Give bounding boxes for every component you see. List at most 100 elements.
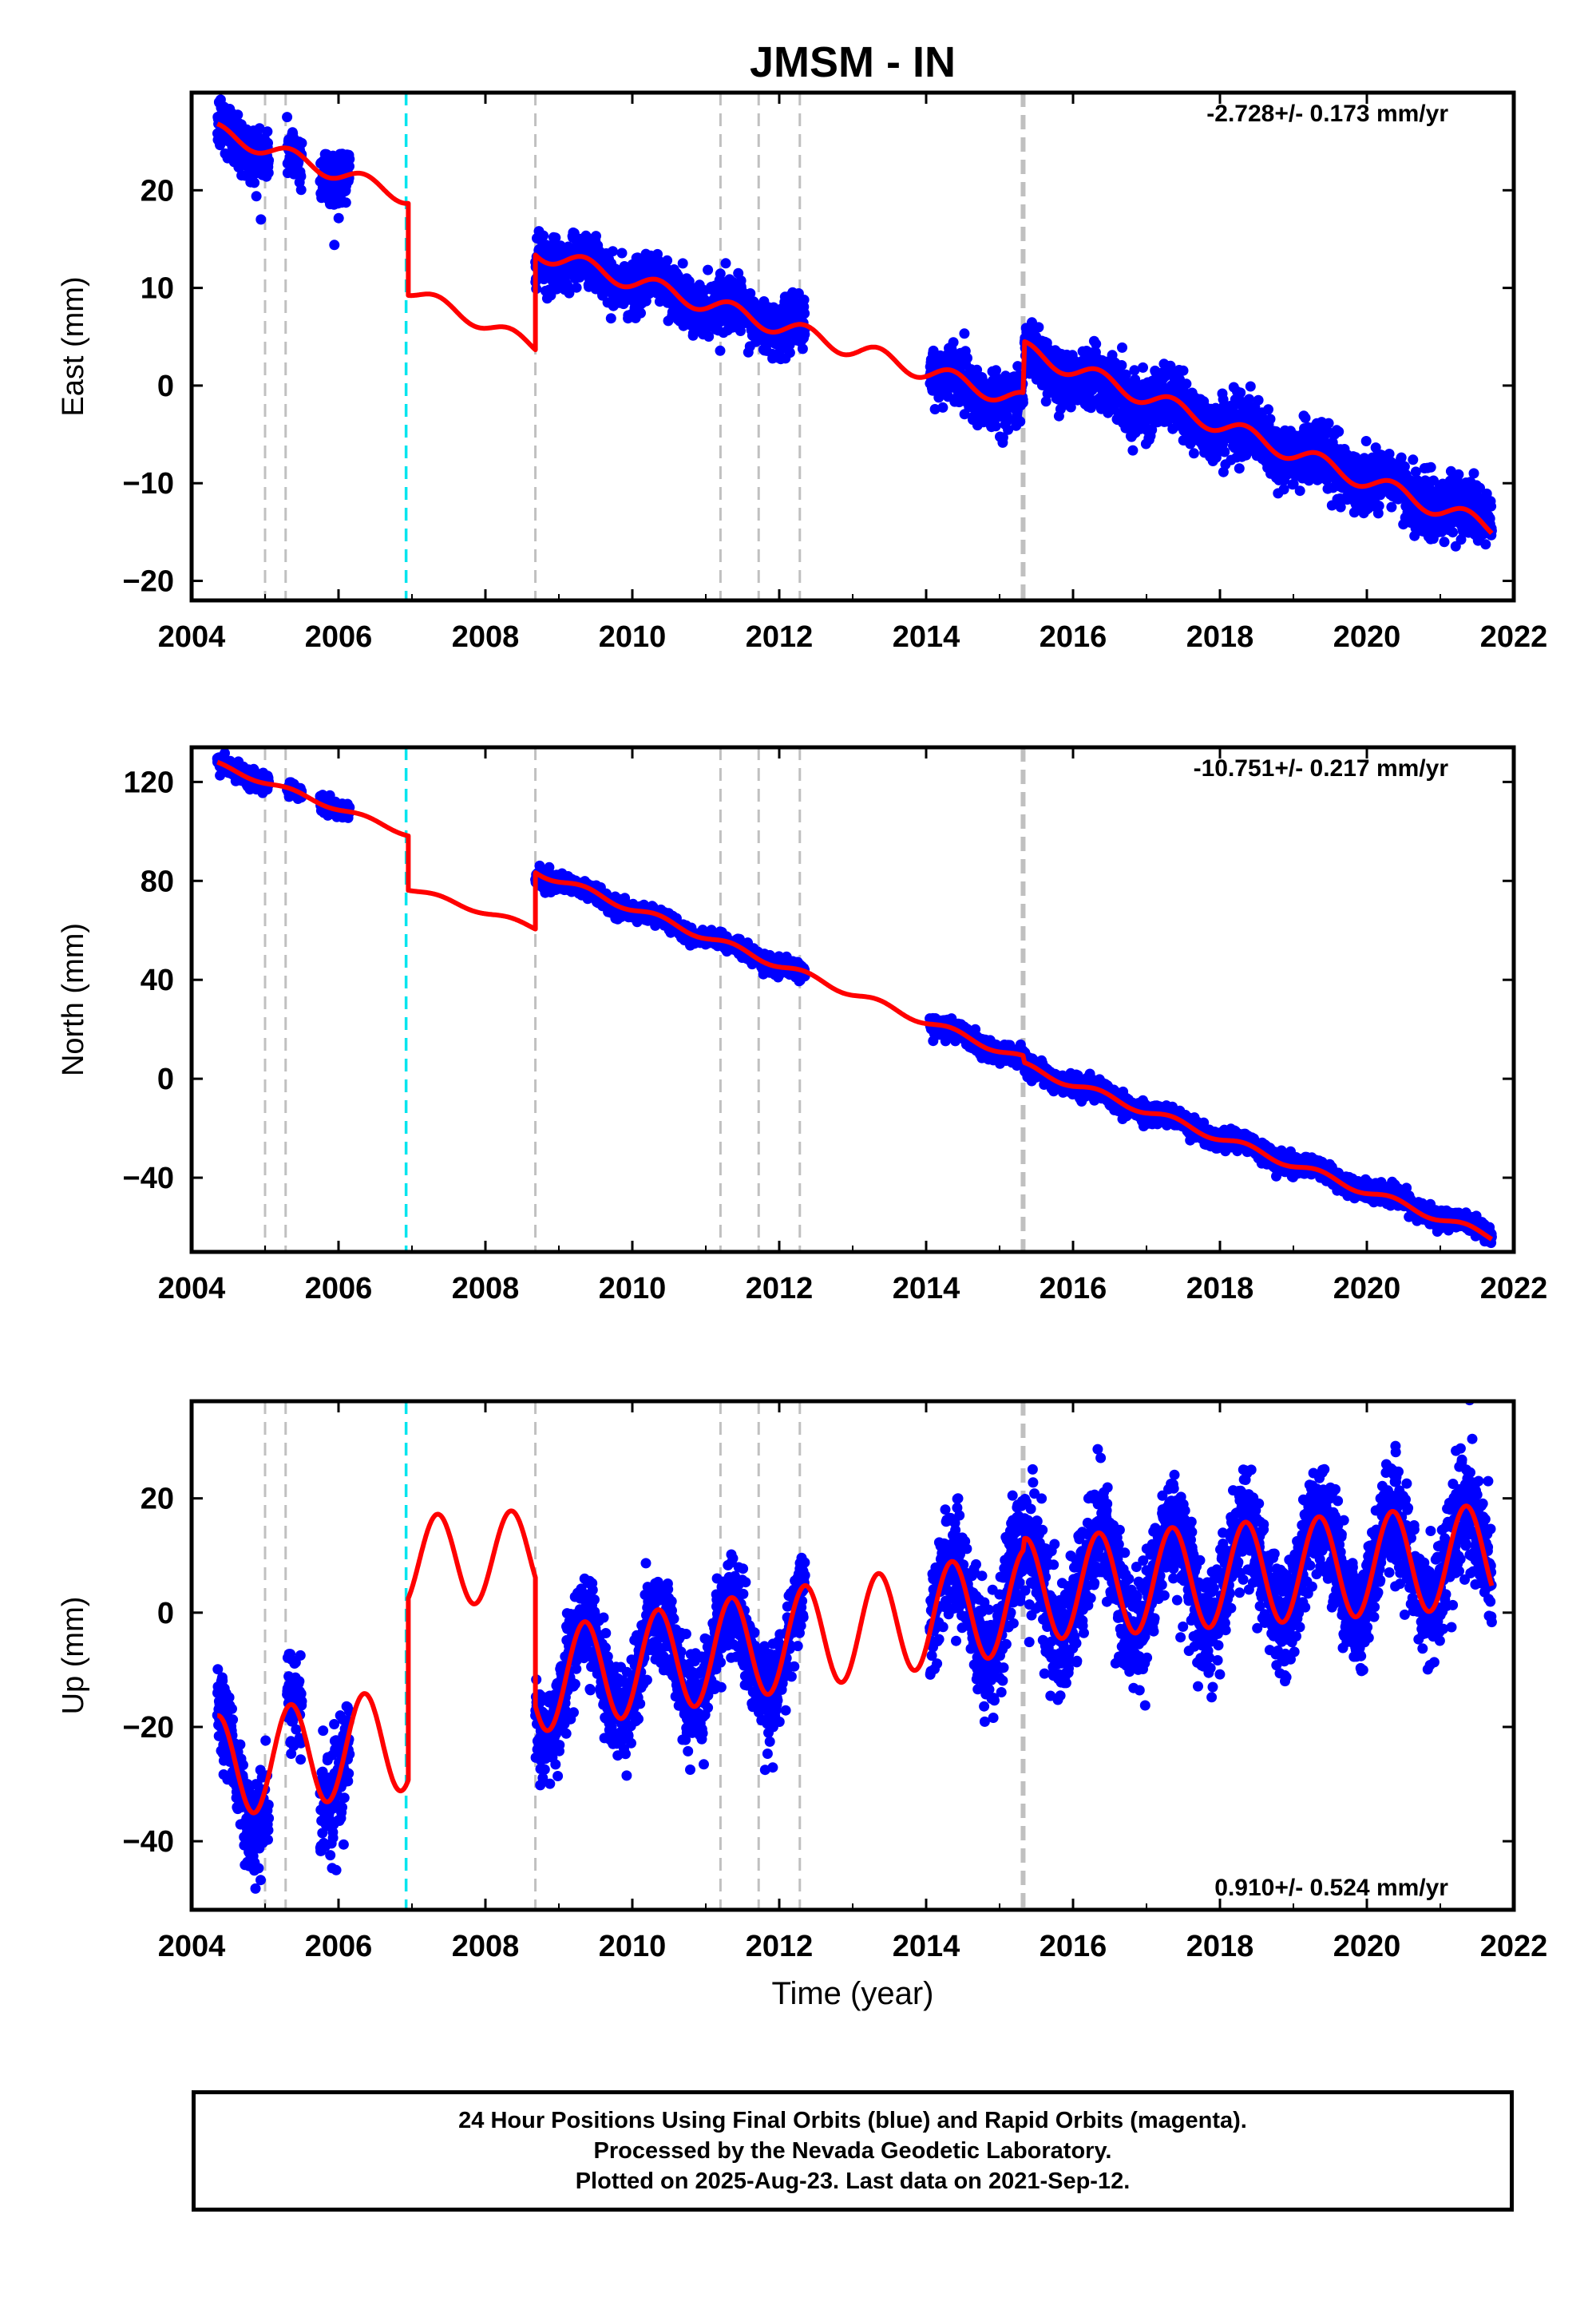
data-point xyxy=(703,264,714,275)
data-point xyxy=(1235,387,1246,398)
data-point xyxy=(1003,424,1014,435)
data-point xyxy=(295,171,307,182)
data-point xyxy=(251,191,262,202)
data-point xyxy=(1439,537,1450,548)
data-point xyxy=(1012,361,1024,372)
data-point xyxy=(1127,445,1139,456)
y-tick-label: 0 xyxy=(157,370,174,403)
data-point xyxy=(1091,339,1102,350)
data-point xyxy=(605,313,616,324)
data-point xyxy=(1219,446,1230,457)
data-point xyxy=(797,343,808,354)
x-tick-label: 2006 xyxy=(305,620,373,654)
panel-east: 2004 2006 2008 2010 2012 2014 2016 2018 2020 2022… xyxy=(57,73,1548,654)
y-axis-label: East (mm) xyxy=(57,276,90,416)
data-point xyxy=(232,109,244,121)
data-point xyxy=(1323,418,1334,429)
data-point xyxy=(263,137,273,149)
data-point xyxy=(344,153,355,164)
data-point xyxy=(571,282,582,293)
y-tick-label: −10 xyxy=(123,467,174,501)
data-point xyxy=(263,168,274,178)
data-point xyxy=(1333,426,1345,438)
data-point xyxy=(991,365,1001,376)
data-point xyxy=(745,288,756,299)
data-point xyxy=(340,197,351,208)
data-point xyxy=(1138,362,1148,373)
plot-area xyxy=(212,73,1497,552)
x-tick-label: 2010 xyxy=(599,620,667,654)
data-point xyxy=(1480,539,1491,550)
data-point xyxy=(263,155,275,166)
data-point xyxy=(616,248,628,259)
data-point xyxy=(1188,448,1199,459)
data-point xyxy=(262,126,273,137)
data-point xyxy=(1015,416,1026,427)
data-point xyxy=(798,295,810,305)
y-tick-label: 10 xyxy=(141,272,174,306)
x-tick-label: 2014 xyxy=(893,620,960,654)
data-point xyxy=(997,432,1008,443)
data-point xyxy=(1117,342,1127,353)
data-point xyxy=(254,123,265,134)
panel-frame xyxy=(189,90,1516,603)
y-tick-label: −20 xyxy=(123,565,174,599)
data-point xyxy=(636,307,646,319)
rate-label: -2.728+/- 0.173 mm/yr xyxy=(1206,101,1448,127)
data-point xyxy=(1265,414,1276,425)
data-point xyxy=(959,328,970,339)
data-point xyxy=(1486,501,1497,512)
data-point xyxy=(990,421,1001,432)
data-point xyxy=(538,230,549,241)
data-point xyxy=(784,347,795,358)
data-point xyxy=(1116,360,1127,370)
y-tick-label: 20 xyxy=(141,174,174,208)
data-point xyxy=(1017,397,1028,408)
data-point xyxy=(1396,452,1407,463)
data-point xyxy=(1468,468,1479,479)
data-point xyxy=(1300,413,1311,423)
data-point xyxy=(1294,485,1305,497)
data-point xyxy=(1245,381,1256,392)
data-point xyxy=(1425,461,1436,473)
data-point xyxy=(1181,378,1192,390)
data-point xyxy=(799,308,810,319)
data-point xyxy=(591,231,601,242)
data-point xyxy=(1447,527,1459,538)
data-point xyxy=(948,337,959,348)
data-point xyxy=(562,279,573,291)
x-tick-label: 2018 xyxy=(1186,620,1254,654)
x-tick-label: 2022 xyxy=(1480,620,1548,654)
data-point xyxy=(1234,463,1245,474)
data-point xyxy=(249,177,260,188)
data-point xyxy=(255,214,267,225)
data-point xyxy=(1253,394,1264,406)
data-point xyxy=(677,258,688,269)
data-point xyxy=(344,160,354,172)
data-point xyxy=(282,112,293,123)
data-point xyxy=(929,404,941,414)
data-point xyxy=(703,331,715,342)
data-point xyxy=(715,345,726,356)
data-point xyxy=(1408,454,1419,465)
data-point xyxy=(333,212,344,224)
x-tick-label: 2004 xyxy=(158,620,226,654)
data-point xyxy=(608,246,618,257)
data-point xyxy=(937,402,948,413)
data-point xyxy=(1360,436,1372,446)
data-point xyxy=(564,287,575,299)
data-point xyxy=(295,184,307,196)
panel-north: 2004 2006 2008 2010 2012 2014 2016 2018 2020 2022… xyxy=(57,745,1547,1305)
x-tick-label: 2016 xyxy=(1040,620,1107,654)
data-point xyxy=(1278,484,1289,495)
data-point xyxy=(662,255,673,266)
data-point xyxy=(296,137,307,149)
data-point xyxy=(1263,404,1273,415)
data-point xyxy=(962,353,972,363)
data-point xyxy=(1453,469,1464,480)
data-point xyxy=(329,240,340,251)
data-point xyxy=(1178,365,1189,376)
data-point xyxy=(212,73,223,84)
data-point xyxy=(1002,415,1012,426)
